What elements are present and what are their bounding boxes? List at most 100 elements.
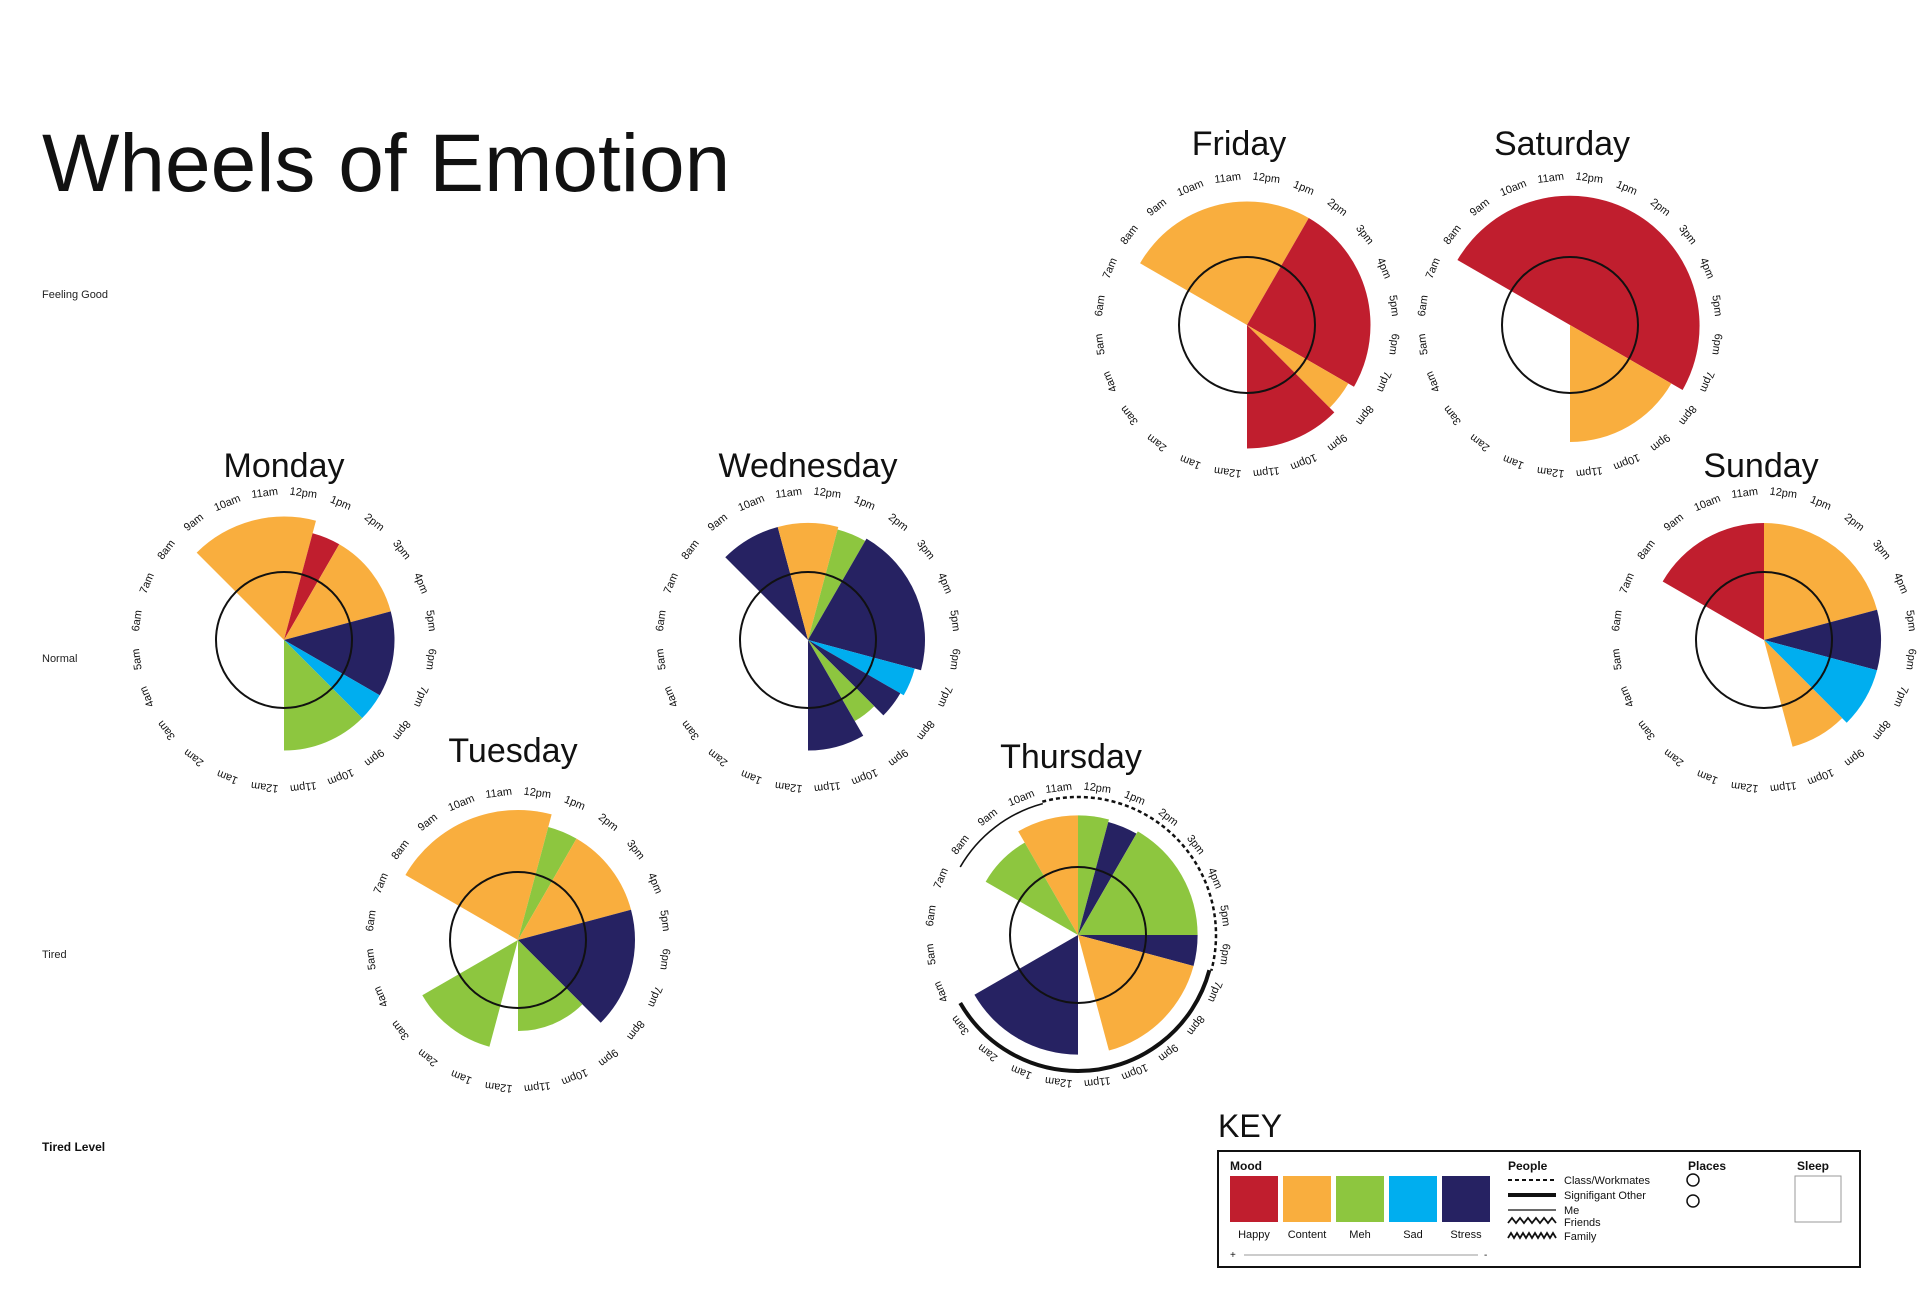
key-swatch-stress	[1442, 1176, 1490, 1222]
hour-label-friday-2: 2pm	[1325, 196, 1349, 219]
hour-label-saturday-7: 7pm	[1697, 369, 1716, 393]
hour-label-friday-9: 9pm	[1325, 431, 1349, 454]
hour-label-sunday-12: 12am	[1730, 779, 1759, 794]
hour-label-tuesday-19: 7am	[372, 871, 391, 895]
hour-label-saturday-10: 10pm	[1612, 451, 1642, 473]
wheels-group: Monday12pm1pm2pm3pm4pm5pm6pm7pm8pm9pm10p…	[130, 125, 1918, 1094]
wedge-thursday-7	[974, 935, 1078, 1055]
hour-label-wednesday-2: 2pm	[886, 511, 910, 534]
hour-label-saturday-9: 9pm	[1648, 431, 1672, 454]
key-mood-content: Content	[1288, 1229, 1327, 1241]
hour-label-wednesday-12: 12am	[774, 779, 803, 794]
day-title-thursday: Thursday	[1000, 738, 1142, 776]
wedge-thursday-3	[1078, 831, 1198, 935]
hour-label-sunday-10: 10pm	[1806, 766, 1836, 788]
hour-label-thursday-3: 3pm	[1184, 833, 1207, 857]
hour-label-monday-12: 12am	[250, 779, 279, 794]
key-sleep-swatch	[1794, 1175, 1842, 1223]
hour-label-saturday-18: 6am	[1416, 294, 1431, 317]
key-people-significant-other: Signifigant Other	[1564, 1190, 1646, 1202]
hour-label-saturday-16: 4am	[1424, 369, 1443, 393]
hour-label-sunday-13: 1am	[1695, 767, 1719, 786]
key-box	[1217, 1150, 1861, 1268]
wedge-wednesday-0	[725, 526, 808, 640]
hour-label-tuesday-6: 6pm	[657, 948, 672, 971]
hour-label-tuesday-17: 5am	[364, 948, 379, 971]
inner-ring-wednesday	[739, 571, 877, 709]
hour-label-sunday-21: 9am	[1662, 511, 1686, 534]
hour-label-wednesday-21: 9am	[706, 511, 730, 534]
wedge-sunday-0	[1662, 523, 1764, 640]
hour-label-tuesday-8: 8pm	[624, 1018, 647, 1042]
key-people-workmates: Class/Workmates	[1564, 1175, 1650, 1187]
wedge-friday-2	[1247, 325, 1349, 408]
hour-label-sunday-0: 12pm	[1769, 486, 1798, 501]
hour-label-friday-14: 2am	[1145, 431, 1169, 454]
wedge-sunday-3	[1764, 640, 1878, 723]
wedge-thursday-4	[1078, 935, 1198, 966]
people-arc-thursday-2	[958, 1001, 1079, 1073]
wedge-thursday-2	[1078, 821, 1137, 935]
hour-label-thursday-0: 12pm	[1083, 781, 1112, 796]
hour-label-wednesday-3: 3pm	[914, 538, 937, 562]
key-place-circle-2	[1686, 1194, 1700, 1208]
hour-label-saturday-17: 5am	[1416, 333, 1431, 356]
hour-label-friday-20: 8am	[1118, 223, 1141, 247]
wedge-wednesday-1	[777, 523, 839, 640]
hour-label-wednesday-17: 5am	[654, 648, 669, 671]
hour-label-sunday-18: 6am	[1610, 609, 1625, 632]
hour-label-thursday-6: 6pm	[1217, 943, 1232, 966]
hour-label-wednesday-11: 11pm	[813, 779, 841, 794]
key-mood-meh: Meh	[1349, 1229, 1370, 1241]
hour-label-tuesday-5: 5pm	[657, 909, 672, 932]
hour-label-tuesday-11: 11pm	[523, 1079, 551, 1094]
hour-label-friday-4: 4pm	[1374, 256, 1393, 280]
hour-label-thursday-11: 11pm	[1083, 1074, 1111, 1089]
hour-label-monday-7: 7pm	[411, 684, 430, 708]
wedge-saturday-0	[1457, 195, 1700, 390]
hour-label-thursday-2: 2pm	[1156, 806, 1180, 829]
hour-label-tuesday-12: 12am	[484, 1079, 513, 1094]
hour-label-sunday-16: 4am	[1618, 684, 1637, 708]
hour-label-saturday-14: 2am	[1468, 431, 1492, 454]
hour-label-monday-8: 8pm	[390, 718, 413, 742]
hour-label-saturday-2: 2pm	[1648, 196, 1672, 219]
hour-label-thursday-5: 5pm	[1217, 904, 1232, 927]
page-title: Wheels of Emotion	[42, 118, 730, 209]
key-people-friends: Friends	[1564, 1217, 1601, 1229]
hour-label-thursday-12: 12am	[1044, 1074, 1073, 1089]
hour-label-monday-11: 11pm	[289, 779, 317, 794]
wedge-wednesday-2	[808, 529, 866, 640]
key-scale-plus: +	[1230, 1250, 1236, 1261]
wedge-friday-1	[1247, 218, 1371, 387]
hour-label-wednesday-5: 5pm	[947, 609, 962, 632]
hour-label-tuesday-21: 9am	[416, 811, 440, 834]
hour-label-wednesday-6: 6pm	[947, 648, 962, 671]
hour-label-sunday-11: 11pm	[1769, 779, 1797, 794]
hour-label-monday-3: 3pm	[390, 538, 413, 562]
wedge-tuesday-0	[405, 810, 552, 940]
hour-label-monday-23: 11am	[251, 486, 279, 501]
wedge-wednesday-7	[808, 640, 864, 751]
wedge-thursday-1	[1078, 815, 1109, 935]
hour-label-wednesday-8: 8pm	[914, 718, 937, 742]
hour-label-wednesday-23: 11am	[775, 486, 803, 501]
hour-label-saturday-8: 8pm	[1676, 403, 1699, 427]
day-title-saturday: Saturday	[1494, 125, 1630, 163]
hour-label-saturday-4: 4pm	[1697, 256, 1716, 280]
hour-label-friday-12: 12am	[1213, 464, 1242, 479]
hour-label-monday-4: 4pm	[411, 571, 430, 595]
hour-label-sunday-6: 6pm	[1903, 648, 1918, 671]
key-swatch-content	[1283, 1176, 1331, 1222]
hour-label-friday-19: 7am	[1101, 256, 1120, 280]
inner-ring-monday	[215, 571, 353, 709]
hour-label-friday-18: 6am	[1093, 294, 1108, 317]
hour-label-sunday-23: 11am	[1731, 486, 1759, 501]
hour-label-friday-0: 12pm	[1252, 171, 1281, 186]
hour-label-monday-15: 3am	[155, 718, 178, 742]
hour-label-thursday-7: 7pm	[1205, 979, 1224, 1003]
hour-label-wednesday-20: 8am	[679, 538, 702, 562]
hour-label-friday-3: 3pm	[1353, 223, 1376, 247]
